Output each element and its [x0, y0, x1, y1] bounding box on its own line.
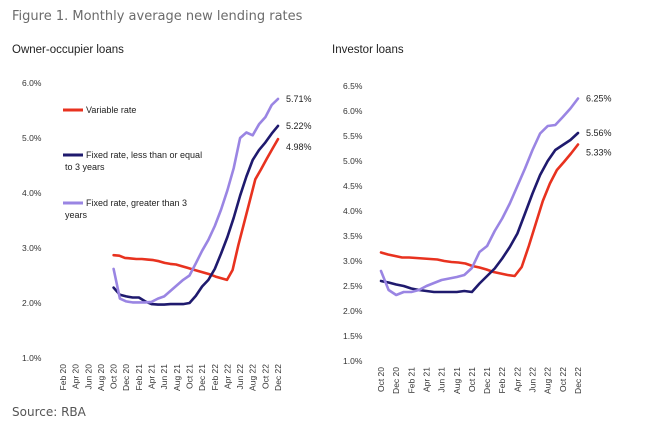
investor-xtick-label: Feb 22 [497, 367, 507, 394]
owner-occupier-legend-label-line: Fixed rate, greater than 3 [86, 198, 187, 208]
investor-xtick-label: Feb 21 [406, 367, 416, 394]
owner-occupier-legend-label-line: Fixed rate, less than or equal [86, 150, 202, 160]
investor-ytick-label: 4.5% [343, 181, 363, 191]
owner-occupier-ytick-label: 2.0% [22, 298, 42, 308]
right-panel-title: Investor loans [332, 44, 404, 56]
owner-occupier-end-label-1: 4.98% [286, 142, 312, 152]
owner-occupier-xtick-label: Jun 21 [159, 364, 169, 390]
investor-ytick-label: 5.0% [343, 156, 363, 166]
investor-xtick-label: Apr 22 [512, 367, 522, 392]
owner-occupier-legend-label-1: Variable rate [86, 105, 136, 115]
investor-series-line-2 [379, 131, 580, 294]
owner-occupier-legend-label-3: Fixed rate, greater than 3 years [65, 198, 187, 220]
investor-ytick-label: 5.5% [343, 131, 363, 141]
investor-ytick-label: 3.5% [343, 231, 363, 241]
investor-xtick-label: Oct 22 [558, 367, 568, 392]
investor-ytick-label: 1.0% [343, 356, 363, 366]
owner-occupier-xtick-label: Apr 20 [71, 364, 81, 389]
source-note: Source: RBA [12, 405, 86, 419]
owner-occupier-ytick-label: 5.0% [22, 133, 42, 143]
investor-chart: 1.0% 1.5% 2.0% 2.5% 3.0% 3.5% 4.0% 4.5% 5.0% 5.5%… [343, 81, 612, 394]
owner-occupier-legend-label-line: to 3 years [65, 162, 105, 172]
owner-occupier-xtick-label: Oct 21 [184, 364, 194, 389]
owner-occupier-xtick-label: Apr 22 [222, 364, 232, 389]
investor-end-label-1: 5.33% [586, 148, 612, 158]
investor-end-label-3: 6.25% [586, 94, 612, 104]
investor-xtick-label: Jun 22 [528, 367, 538, 393]
investor-ytick-label: 6.0% [343, 106, 363, 116]
investor-xtick-label: Oct 20 [376, 367, 386, 392]
owner-occupier-ytick-label: 6.0% [22, 78, 42, 88]
owner-occupier-ytick-label: 3.0% [22, 243, 42, 253]
owner-occupier-xtick-label: Oct 20 [109, 364, 119, 389]
owner-occupier-series-line-2 [112, 124, 280, 306]
owner-occupier-xtick-label: Oct 22 [260, 364, 270, 389]
investor-xtick-label: Aug 21 [452, 367, 462, 394]
owner-occupier-xtick-label: Apr 21 [147, 364, 157, 389]
left-panel-title: Owner-occupier loans [12, 44, 124, 56]
owner-occupier-xtick-label: Feb 22 [210, 364, 220, 391]
investor-ytick-label: 2.5% [343, 281, 363, 291]
owner-occupier-series-line-3 [112, 97, 280, 304]
investor-xtick-label: Dec 21 [482, 367, 492, 394]
owner-occupier-ytick-label: 1.0% [22, 353, 42, 363]
investor-xtick-label: Apr 21 [421, 367, 431, 392]
owner-occupier-xtick-label: Dec 21 [197, 364, 207, 391]
owner-occupier-xtick-label: Jun 22 [235, 364, 245, 390]
owner-occupier-xtick-label: Aug 20 [96, 364, 106, 391]
investor-ytick-label: 2.0% [343, 306, 363, 316]
investor-ytick-label: 4.0% [343, 206, 363, 216]
investor-series-line-1 [379, 143, 580, 278]
investor-end-label-2: 5.56% [586, 128, 612, 138]
owner-occupier-end-label-3: 5.71% [286, 94, 312, 104]
owner-occupier-xtick-label: Feb 20 [58, 364, 68, 391]
investor-xtick-label: Dec 22 [573, 367, 583, 394]
investor-ytick-label: 1.5% [343, 331, 363, 341]
owner-occupier-xtick-label: Dec 20 [121, 364, 131, 391]
owner-occupier-xtick-label: Feb 21 [134, 364, 144, 391]
owner-occupier-xtick-label: Jun 20 [83, 364, 93, 390]
investor-xtick-label: Jun 21 [437, 367, 447, 393]
owner-occupier-xtick-label: Aug 21 [172, 364, 182, 391]
owner-occupier-chart: 1.0%2.0%3.0%4.0%5.0%6.0%Feb 20 Apr 20 Jun … [22, 78, 312, 391]
investor-ytick-label: 3.0% [343, 256, 363, 266]
owner-occupier-xtick-label: Aug 22 [248, 364, 258, 391]
owner-occupier-series-line-1 [112, 137, 280, 282]
investor-series-line-3 [379, 97, 580, 297]
investor-xtick-label: Aug 22 [543, 367, 553, 394]
investor-ytick-label: 6.5% [343, 81, 363, 91]
owner-occupier-xtick-label: Dec 22 [273, 364, 283, 391]
owner-occupier-legend-label-line: Variable rate [86, 105, 136, 115]
owner-occupier-end-label-2: 5.22% [286, 121, 312, 131]
investor-xtick-label: Dec 20 [391, 367, 401, 394]
owner-occupier-legend-label-line: years [65, 210, 88, 220]
figure-title: Figure 1. Monthly average new lending ra… [12, 9, 303, 24]
owner-occupier-legend-label-2: Fixed rate, less than or equal to 3 years [65, 150, 202, 172]
owner-occupier-ytick-label: 4.0% [22, 188, 42, 198]
investor-xtick-label: Oct 21 [467, 367, 477, 392]
